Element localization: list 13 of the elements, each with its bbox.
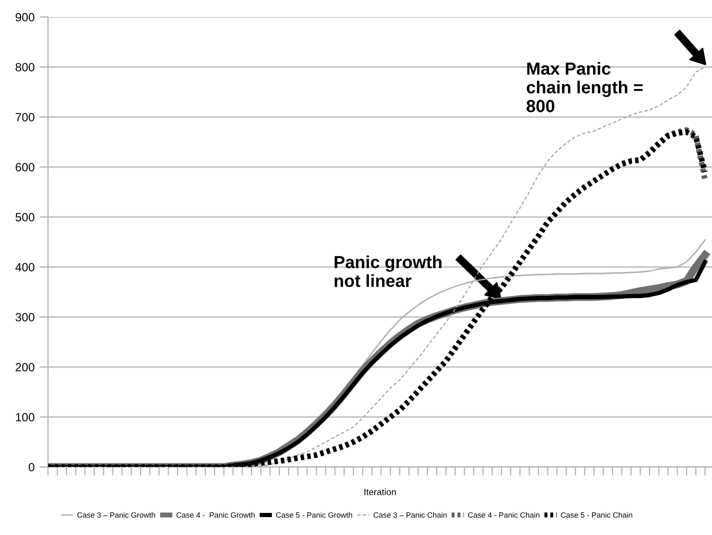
y-tick-label: 300 (16, 313, 34, 322)
y-tick-label: 100 (16, 413, 34, 422)
y-tick-label: 400 (15, 263, 34, 272)
y-tick-label: 200 (16, 363, 34, 372)
y-tick-label: 700 (16, 113, 34, 122)
y-tick-label: 900 (16, 13, 34, 22)
y-tick-label: 0 (28, 463, 34, 472)
x-axis-title: Iteration (364, 488, 396, 496)
y-tick-label: 600 (16, 163, 34, 172)
y-tick-label: 500 (16, 213, 34, 222)
y-tick-label: 800 (16, 63, 34, 72)
annotation: Max Panic chain length = 800 (526, 62, 643, 112)
annotation: Panic growth not linear (334, 256, 442, 288)
